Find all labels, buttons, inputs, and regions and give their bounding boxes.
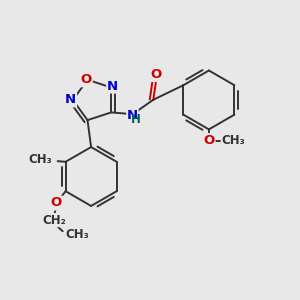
Text: O: O bbox=[151, 68, 162, 81]
Text: CH₂: CH₂ bbox=[42, 214, 66, 226]
Text: O: O bbox=[203, 134, 214, 147]
Text: O: O bbox=[80, 73, 92, 86]
Text: CH₃: CH₃ bbox=[66, 228, 89, 241]
Text: N: N bbox=[65, 93, 76, 106]
Text: N: N bbox=[127, 109, 138, 122]
Text: O: O bbox=[51, 196, 62, 209]
Text: CH₃: CH₃ bbox=[221, 134, 245, 147]
Text: H: H bbox=[131, 113, 141, 126]
Text: N: N bbox=[107, 80, 118, 92]
Text: CH₃: CH₃ bbox=[28, 153, 52, 166]
